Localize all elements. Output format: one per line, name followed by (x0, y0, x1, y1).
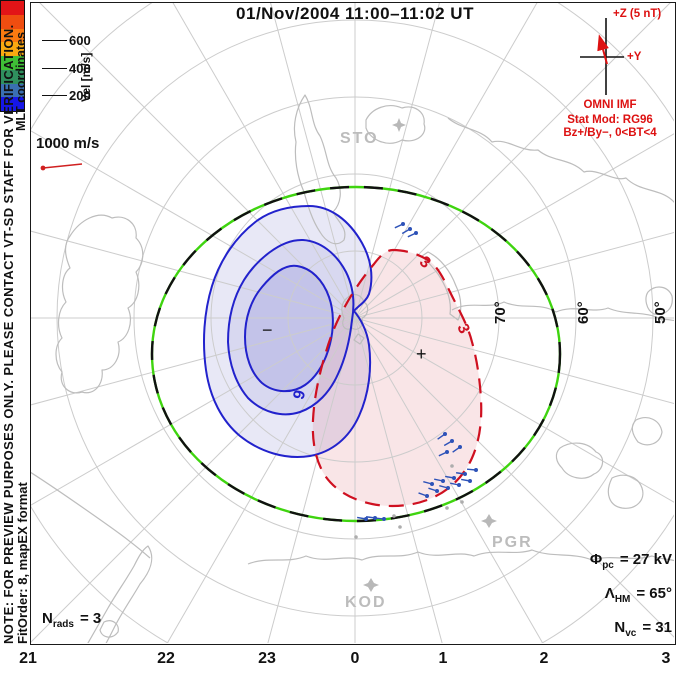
lambda-hm-subscript: HM (614, 594, 631, 605)
negative-cell-center-marker: − (262, 320, 273, 340)
imf-model-label: Stat Mod: RG96 (567, 114, 653, 126)
reference-vector-label: 1000 m/s (36, 135, 100, 152)
imf-vector-arrow (597, 34, 609, 65)
n-rads-subscript: rads (52, 619, 74, 630)
station-label-pgr: PGR (492, 534, 533, 551)
colorbar-tick-label-200: 200 (69, 88, 91, 103)
positive-cell-center-marker: + (416, 344, 427, 364)
lambda-hm-value: = 65° (636, 585, 672, 602)
n-vc-subscript: vc (625, 628, 637, 639)
mlt-axis-label-3: 3 (661, 650, 671, 667)
preview-note: NOTE: FOR PREVIEW PURPOSES ONLY. PLEASE … (1, 24, 16, 644)
negative-contour-mid (226, 238, 355, 416)
phi-pc-stat: Φpc = 27 kV (538, 551, 672, 571)
mlt-axis-label-0: 0 (350, 650, 360, 667)
phi-pc-subscript: pc (602, 560, 614, 571)
imf-source-label: OMNI IMF (583, 99, 637, 111)
mlt-coordinates-note: MLT coordinates (14, 31, 28, 131)
station-label-kod: KOD (345, 594, 387, 611)
colorbar-tick (42, 40, 67, 41)
mlt-axis-label-23: 23 (258, 650, 276, 667)
latitude-label-50: 50° (652, 301, 669, 324)
lambda-hm-stat: ΛHM = 65° (538, 585, 672, 605)
colorbar-tick-label-400: 400 (69, 61, 91, 76)
fit-order-note: FitOrder: 8, mapEX format (15, 482, 30, 644)
n-vc-symbol: N (614, 619, 626, 636)
imf-conditions-label: Bz+/By−, 0<BT<4 (563, 127, 657, 139)
n-rads-value: = 3 (79, 610, 102, 627)
velocity-colorbar (0, 0, 25, 112)
station-label-sto: STO (340, 130, 379, 147)
phi-pc-value: = 27 kV (619, 551, 672, 568)
latitude-label-60: 60° (575, 301, 592, 324)
station-marker-kod (363, 578, 379, 592)
positive-contour (311, 248, 483, 508)
station-marker-sto (392, 118, 406, 132)
colorbar-tick-label-600: 600 (69, 33, 91, 48)
latitude-label-70: 70° (492, 301, 509, 324)
station-markers (363, 118, 497, 592)
reference-vector (40, 163, 83, 171)
hm-boundary (150, 185, 562, 523)
n-rads-stat: Nrads = 3 (42, 610, 101, 630)
scatter-dots (354, 464, 464, 539)
negative-contour-outer (203, 204, 373, 458)
imf-dial (580, 18, 624, 95)
imf-y-axis-label: +Y (627, 51, 642, 63)
page-title: 01/Nov/2004 11:00–11:02 UT (236, 4, 474, 23)
colorbar-axis-label: Vel [m/s] (79, 52, 93, 102)
potential-contours (203, 204, 483, 508)
mlt-axis-label-1: 1 (438, 650, 448, 667)
colorbar-tick (42, 68, 67, 69)
station-marker-pgr (481, 514, 497, 528)
mlt-axis-label-2: 2 (539, 650, 549, 667)
negative-contour-inner (243, 264, 334, 393)
phi-pc-symbol: Φ (589, 551, 603, 568)
lambda-hm-symbol: Λ (604, 585, 615, 602)
colorbar-tick (42, 95, 67, 96)
n-rads-symbol: N (42, 610, 53, 627)
velocity-vectors (357, 222, 478, 521)
imf-z-axis-label: +Z (5 nT) (613, 8, 662, 20)
coastlines (31, 94, 674, 643)
n-vc-value: = 31 (642, 619, 672, 636)
mlt-axis-label-22: 22 (157, 650, 175, 667)
n-vc-stat: Nvc = 31 (538, 619, 672, 639)
mlt-axis-label-21: 21 (19, 650, 37, 667)
